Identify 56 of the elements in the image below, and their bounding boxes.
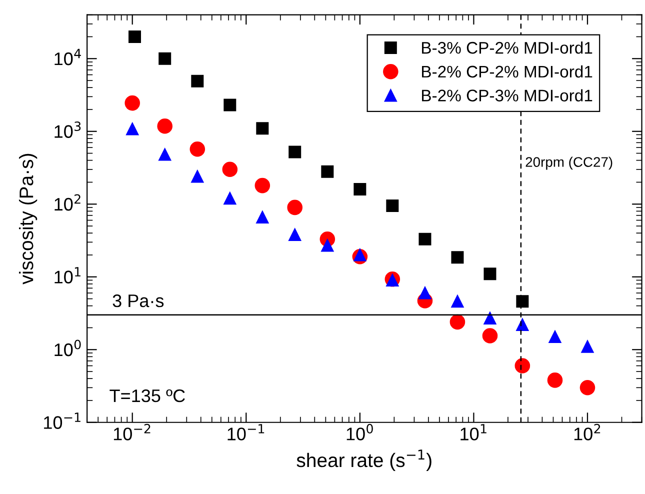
point <box>514 358 530 374</box>
point <box>288 146 302 158</box>
point <box>547 372 563 388</box>
point <box>158 52 172 65</box>
point <box>451 251 464 264</box>
legend-label: B-2% CP-3% MDI-ord1 <box>422 89 592 102</box>
point <box>548 330 562 344</box>
point <box>190 141 206 157</box>
x-tick-label: 10$^{0}$ <box>346 424 373 440</box>
point <box>224 192 236 205</box>
point <box>418 286 432 300</box>
ref-line-label: 3 Pa·s <box>112 294 164 308</box>
point <box>256 122 269 135</box>
point <box>222 162 238 178</box>
legend-label: B-3% CP-2% MDI-ord1 <box>422 41 592 54</box>
y-tick-label: 10$^{2}$ <box>54 194 80 211</box>
point <box>450 314 466 330</box>
point <box>124 95 140 111</box>
point <box>224 98 236 112</box>
point <box>191 170 204 183</box>
point <box>484 312 496 324</box>
point <box>386 199 399 212</box>
legend-label: B-2% CP-2% MDI-ord1 <box>422 65 592 78</box>
x-tick-label: 10$^{−2}$ <box>114 424 150 440</box>
point <box>580 380 596 396</box>
point <box>288 228 302 241</box>
point <box>321 239 334 252</box>
x-axis-title: shear rate (s$^{−1}$) <box>296 450 432 472</box>
y-axis-title: viscosity (Pa·s) <box>18 154 38 284</box>
point <box>482 328 498 344</box>
y-tick-label: 10$^{0}$ <box>54 340 81 356</box>
point <box>581 340 594 353</box>
point <box>254 178 270 194</box>
y-tick-label: 10$^{3}$ <box>54 121 81 138</box>
point <box>256 211 269 224</box>
x-tick-label: 10$^{1}$ <box>460 424 486 440</box>
point <box>321 165 334 178</box>
point <box>484 268 496 280</box>
y-tick-label: 10$^{4}$ <box>54 48 81 66</box>
point <box>126 122 139 136</box>
point <box>157 118 172 134</box>
point <box>354 183 366 196</box>
point <box>516 318 529 331</box>
annotation: T=135 ºC <box>110 389 185 402</box>
point <box>354 248 366 262</box>
point <box>418 232 432 246</box>
y-tick-label: 10$^{−1}$ <box>44 412 80 429</box>
point <box>451 295 464 308</box>
point <box>516 295 529 308</box>
ref-line-label: 20rpm (CC27) <box>526 156 612 170</box>
point <box>287 200 302 216</box>
y-tick-label: 10$^{1}$ <box>54 267 80 284</box>
x-tick-label: 10$^{2}$ <box>574 424 600 440</box>
point <box>158 148 172 161</box>
point <box>191 74 204 88</box>
x-tick-label: 10$^{−1}$ <box>228 424 264 440</box>
